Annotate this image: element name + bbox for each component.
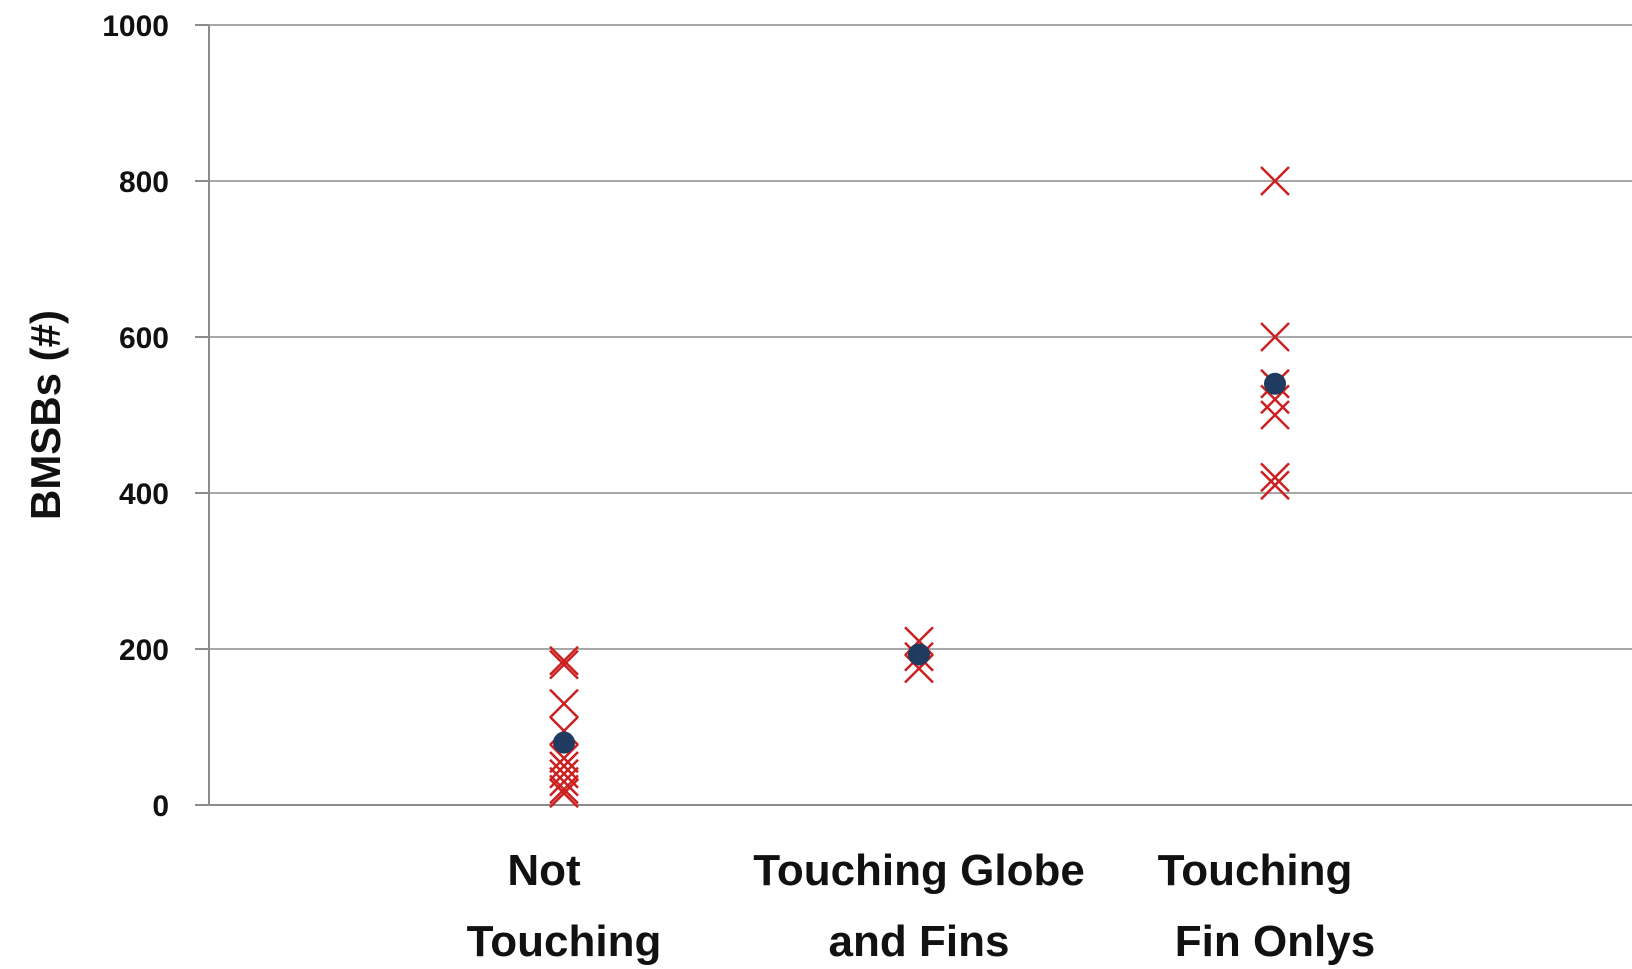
x-category-label: Not [507,846,581,895]
axes [195,24,1632,806]
x-marker-point [1260,322,1290,352]
y-tick-label: 600 [119,322,169,355]
data-points [549,166,1290,809]
x-category-labels: Not Touching Touching Globe and Fins Touchin… [467,846,1376,966]
x-marker-point [549,774,579,805]
x-category-label: Touching [1158,846,1353,895]
x-marker-point [549,688,579,719]
x-category-label: and Fins [829,917,1010,966]
x-marker-point [549,743,579,774]
x-marker-point [549,649,579,680]
x-category-label: Touching [467,917,662,966]
x-marker-point [1260,384,1290,415]
x-marker-point [549,751,579,781]
x-marker-point [549,645,579,676]
x-marker-point [1260,400,1290,430]
x-marker-point [549,766,579,797]
y-tick-label: 1000 [102,10,169,43]
mean-marker-point [908,643,930,666]
y-axis-title: BMSBs (#) [22,310,69,520]
y-tick-label: 200 [119,634,169,667]
y-tick-labels: 0 200 400 600 800 1000 [102,10,169,823]
x-marker-point [1260,470,1290,501]
mean-marker-point [1264,372,1286,395]
y-tick-label: 400 [119,478,169,511]
y-tick-label: 0 [152,790,169,823]
y-tick-label: 800 [119,166,169,199]
x-category-label: Touching Globe [753,846,1085,895]
mean-marker-point [553,731,575,754]
x-marker-point [549,778,579,809]
x-category-label: Fin Onlys [1175,917,1375,966]
x-marker-point [1260,166,1290,196]
gridlines [209,24,1632,650]
x-marker-point [1260,462,1290,493]
